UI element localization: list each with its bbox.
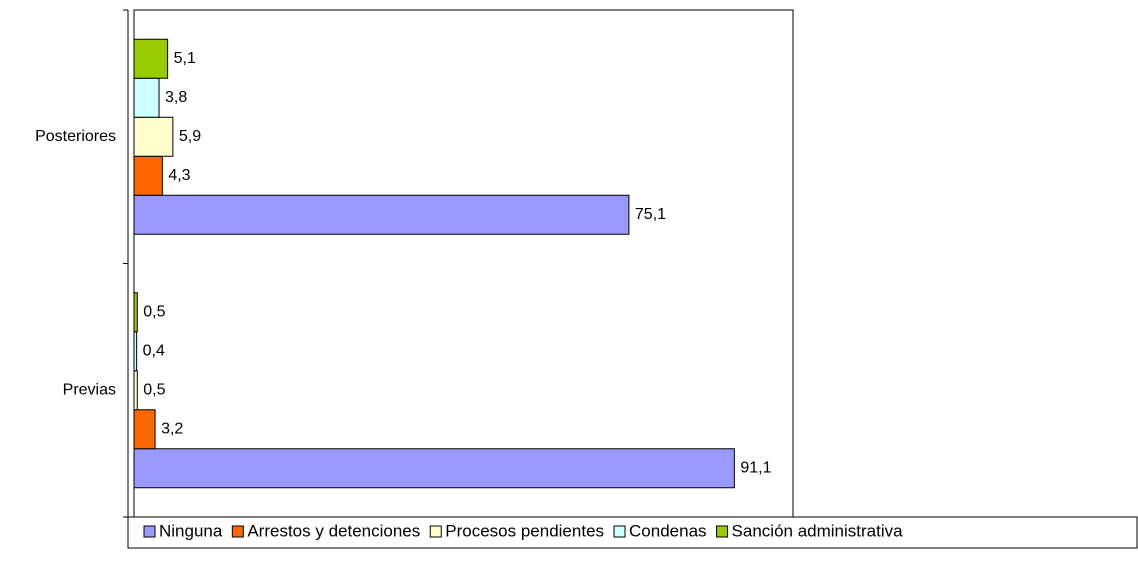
legend-label: Arrestos y detenciones bbox=[247, 521, 420, 540]
legend-label: Condenas bbox=[629, 521, 707, 540]
legend-swatch bbox=[143, 525, 156, 538]
value-label: 75,1 bbox=[635, 206, 666, 223]
value-label: 3,2 bbox=[161, 420, 183, 437]
value-label: 0,4 bbox=[143, 342, 165, 359]
legend-box bbox=[127, 516, 1138, 549]
legend-swatch bbox=[613, 525, 626, 538]
legend-swatch bbox=[716, 525, 729, 538]
value-label: 0,5 bbox=[143, 303, 165, 320]
value-label: 91,1 bbox=[740, 459, 771, 476]
bar bbox=[133, 194, 630, 235]
bar bbox=[133, 292, 138, 333]
bar bbox=[133, 155, 163, 196]
bar bbox=[133, 116, 174, 157]
category-label: Posteriores bbox=[35, 128, 116, 145]
bar bbox=[133, 409, 156, 450]
category-label: Previas bbox=[63, 381, 116, 398]
bar bbox=[133, 77, 160, 118]
legend-label: Ninguna bbox=[159, 521, 223, 540]
value-label: 3,8 bbox=[165, 89, 187, 106]
legend-label: Sanción administrativa bbox=[732, 521, 904, 540]
bar bbox=[133, 331, 138, 372]
value-label: 0,5 bbox=[143, 381, 165, 398]
value-label: 5,1 bbox=[174, 50, 196, 67]
plot-frame bbox=[133, 9, 794, 518]
legend-swatch bbox=[231, 525, 244, 538]
value-label: 5,9 bbox=[179, 128, 201, 145]
legend-swatch bbox=[429, 525, 442, 538]
bar bbox=[133, 370, 138, 411]
legend-label: Procesos pendientes bbox=[445, 521, 604, 540]
bar bbox=[133, 448, 735, 489]
value-label: 4,3 bbox=[168, 167, 190, 184]
bar bbox=[133, 38, 169, 79]
